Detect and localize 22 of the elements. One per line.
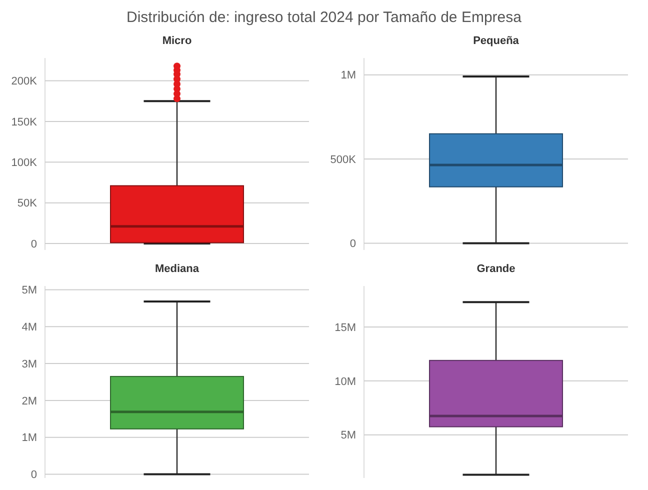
chart-title: Mediana: [154, 263, 200, 275]
chart-title: Pequeña: [473, 35, 520, 47]
y-tick-label: 200K: [11, 76, 38, 88]
y-tick-label: 4M: [22, 321, 37, 334]
y-tick-label: 500K: [330, 154, 357, 166]
y-tick-label: 50K: [17, 198, 38, 210]
y-tick-label: 2M: [22, 395, 37, 408]
y-tick-label: 0: [30, 238, 37, 250]
y-tick-label: 150K: [11, 116, 38, 128]
y-tick-label: 3M: [22, 358, 37, 370]
chart-title: Micro: [162, 35, 192, 47]
y-tick-label: 15M: [334, 322, 356, 334]
y-tick-label: 1M: [340, 70, 356, 82]
y-tick-label: 0: [350, 238, 356, 250]
y-tick-label: 1M: [22, 432, 37, 444]
y-tick-label: 5M: [340, 430, 356, 442]
text: Distribución de: ingreso total 2024 por Tamaño de Empresa: [126, 9, 522, 26]
y-tick-label: 5M: [22, 284, 37, 297]
y-tick-label: 100K: [11, 156, 38, 169]
y-tick-label: 10M: [334, 376, 356, 388]
y-tick-label: 0: [30, 469, 37, 482]
chart-title: Grande: [476, 263, 516, 275]
